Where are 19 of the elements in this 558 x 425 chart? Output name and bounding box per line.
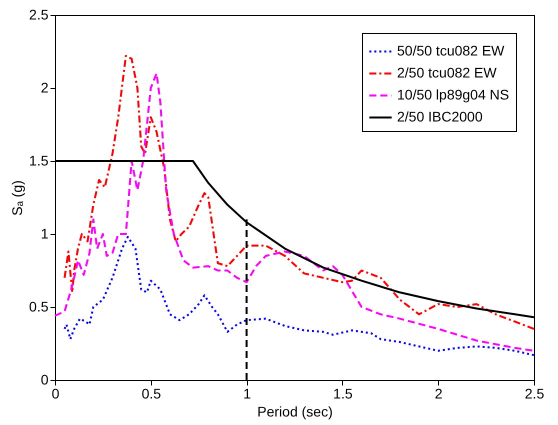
y-tick-label: 0 <box>40 372 49 388</box>
legend-label: 50/50 tcu082 EW <box>397 42 506 58</box>
x-tick-label: 0.5 <box>142 386 162 402</box>
y-tick-label: 2.5 <box>29 6 49 22</box>
y-tick-label: 0.5 <box>29 298 49 314</box>
y-axis-title: Sₐ (g) <box>9 180 26 216</box>
x-tick-label: 0 <box>52 386 60 402</box>
x-tick-label: 2.5 <box>524 386 544 402</box>
legend-label: 2/50 tcu082 EW <box>397 64 498 80</box>
x-axis-title: Period (sec) <box>257 404 333 420</box>
x-tick-label: 2 <box>434 386 443 402</box>
legend-label: 2/50 IBC2000 <box>397 108 483 124</box>
y-tick-label: 2 <box>40 80 49 96</box>
y-tick-label: 1 <box>40 226 49 242</box>
x-tick-label: 1.5 <box>333 386 353 402</box>
x-tick-label: 1 <box>243 386 252 402</box>
legend-label: 10/50 lp89g04 NS <box>397 86 510 102</box>
y-tick-label: 1.5 <box>29 152 49 168</box>
line-series <box>64 236 535 356</box>
